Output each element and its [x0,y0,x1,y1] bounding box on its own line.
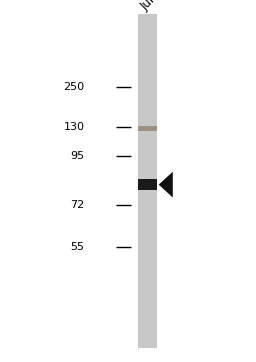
Polygon shape [159,172,173,198]
Text: 95: 95 [70,151,84,161]
Text: 250: 250 [63,82,84,92]
Bar [138,179,157,190]
Text: 55: 55 [70,242,84,252]
Text: Jurkat: Jurkat [138,0,172,13]
Bar [138,14,157,348]
Text: 130: 130 [63,122,84,132]
Text: 72: 72 [70,199,84,210]
Bar [138,126,157,131]
